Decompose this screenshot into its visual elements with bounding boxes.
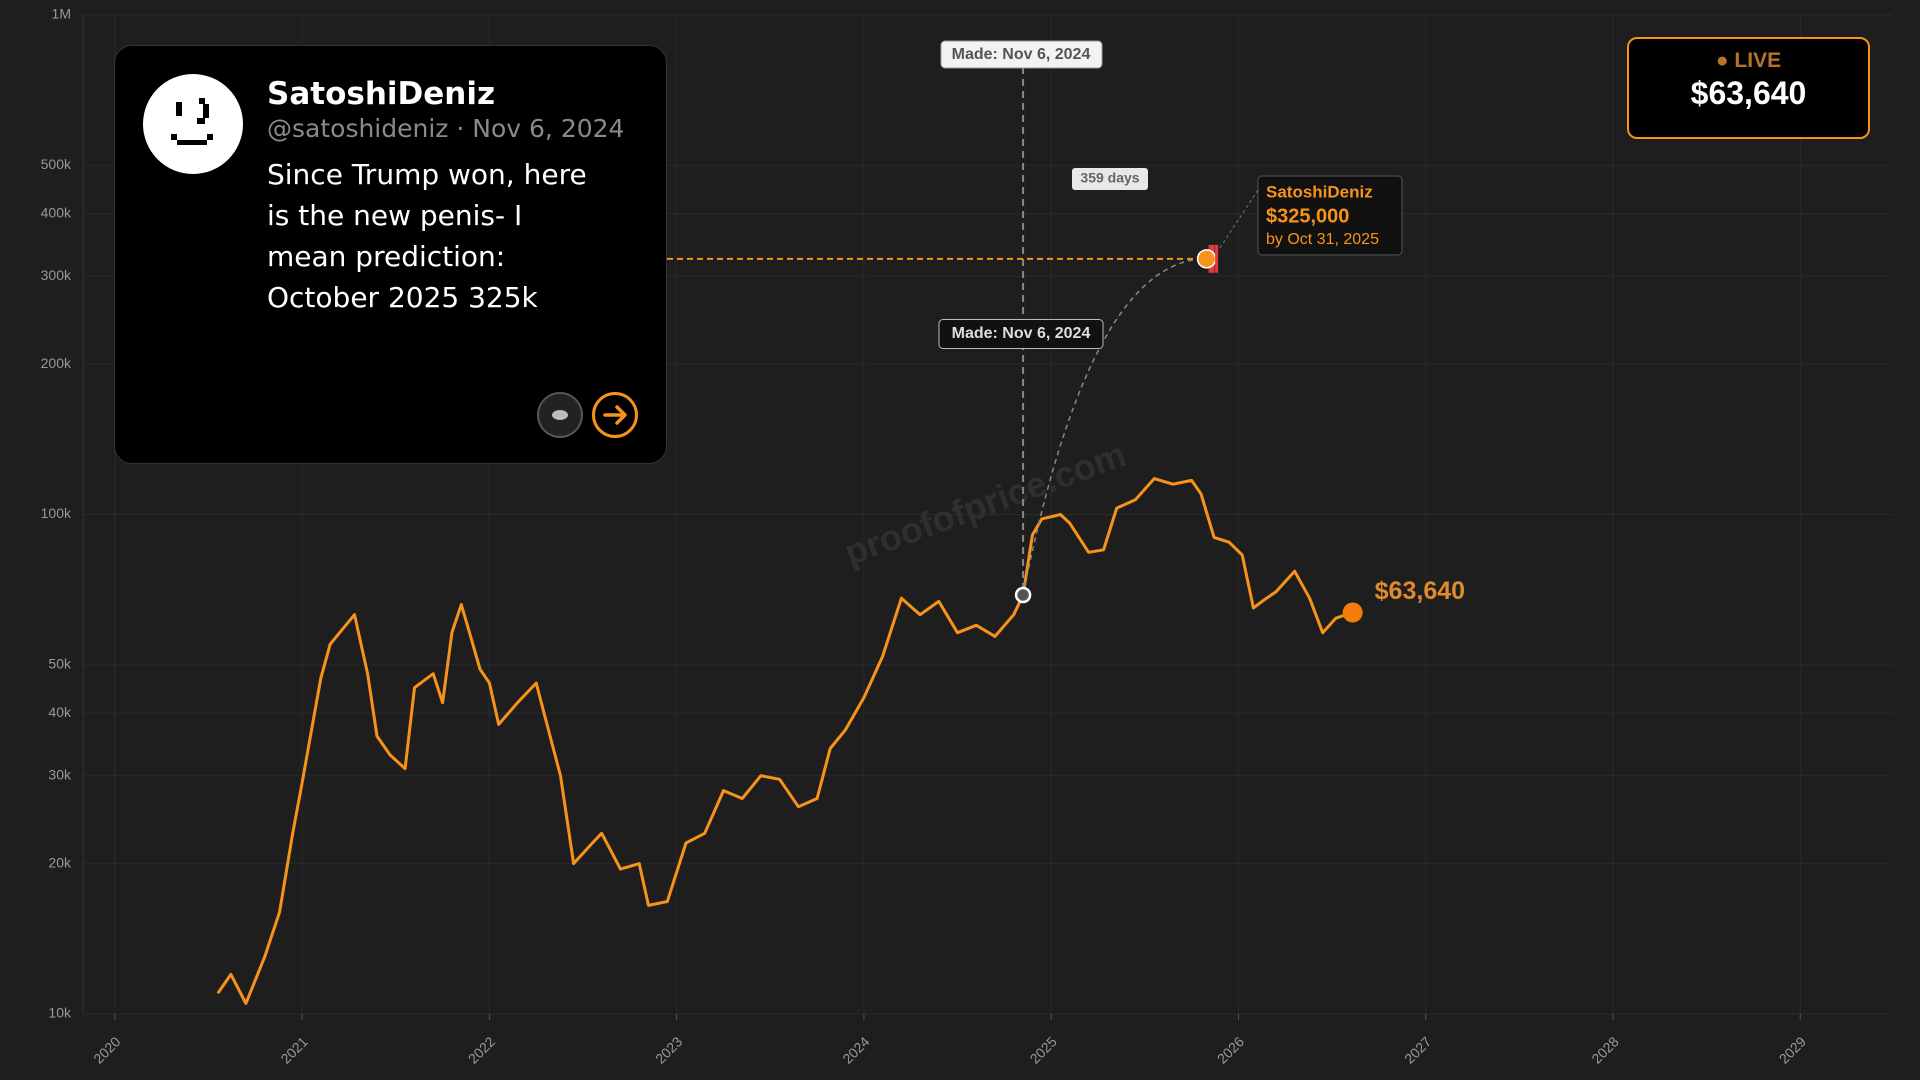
x-tick-label: 2025 — [1027, 1033, 1060, 1066]
x-tick-label: 2020 — [90, 1033, 123, 1066]
x-tick-label: 2029 — [1776, 1033, 1809, 1066]
y-tick-label: 30k — [48, 766, 72, 782]
share-button[interactable] — [537, 392, 583, 438]
y-tick-label: 40k — [48, 704, 72, 720]
y-tick-label: 20k — [48, 854, 72, 870]
made-top-box — [940, 40, 1103, 69]
projection-curve — [1022, 258, 1207, 596]
y-tick-label: 1M — [52, 6, 71, 22]
made-label-box — [938, 319, 1104, 349]
x-tick-label: 2022 — [465, 1033, 498, 1066]
live-point — [1342, 602, 1363, 623]
days-box — [1072, 168, 1148, 190]
live-box: ● LIVE $63,640 — [1627, 37, 1870, 139]
days-label: 359 days — [1080, 170, 1139, 186]
made-point — [1014, 586, 1032, 604]
share-icon — [552, 410, 568, 420]
tweet-card: SatoshiDeniz @satoshideniz · Nov 6, 2024… — [114, 45, 667, 464]
x-tick-label: 2023 — [652, 1033, 685, 1066]
tweet-text: Since Trump won, here is the new penis- … — [267, 158, 587, 314]
y-tick-label: 200k — [41, 355, 72, 371]
y-tick-label: 500k — [41, 156, 72, 172]
separator: · — [456, 114, 465, 143]
avatar — [143, 74, 243, 174]
x-tick-label: 2026 — [1214, 1033, 1247, 1066]
y-tick-label: 300k — [41, 267, 72, 283]
y-tick-label: 50k — [48, 656, 72, 672]
prediction-value: $325,000 — [1266, 205, 1349, 227]
live-price: $63,640 — [1690, 75, 1807, 111]
arrow-icon — [603, 405, 627, 425]
made-top-label: Made: Nov 6, 2024 — [952, 46, 1091, 63]
prediction-deadline: by Oct 31, 2025 — [1266, 231, 1379, 248]
prediction-author: SatoshiDeniz — [1266, 182, 1373, 201]
handle: @satoshideniz — [267, 114, 449, 143]
x-tick-label: 2021 — [277, 1033, 310, 1066]
callout-line — [1216, 189, 1259, 254]
prediction-point — [1196, 249, 1217, 269]
y-tick-label: 100k — [41, 505, 72, 521]
live-label: LIVE — [1734, 49, 1782, 72]
prediction-box — [1257, 175, 1403, 256]
y-tick-label: 400k — [41, 204, 72, 220]
x-tick-label: 2024 — [839, 1033, 872, 1066]
live-end-label: $63,640 — [1375, 577, 1465, 605]
author-name: SatoshiDeniz — [267, 76, 496, 112]
tweet-date: Nov 6, 2024 — [472, 114, 625, 143]
open-button[interactable] — [592, 392, 638, 438]
x-tick-label: 2027 — [1401, 1033, 1434, 1066]
made-label: Made: Nov 6, 2024 — [952, 325, 1091, 342]
x-tick-label: 2028 — [1588, 1033, 1621, 1066]
author-meta: @satoshideniz · Nov 6, 2024 — [267, 114, 624, 143]
y-tick-label: 10k — [48, 1005, 72, 1021]
price-line — [216, 477, 1354, 1005]
live-tag: ● LIVE — [1715, 49, 1782, 72]
